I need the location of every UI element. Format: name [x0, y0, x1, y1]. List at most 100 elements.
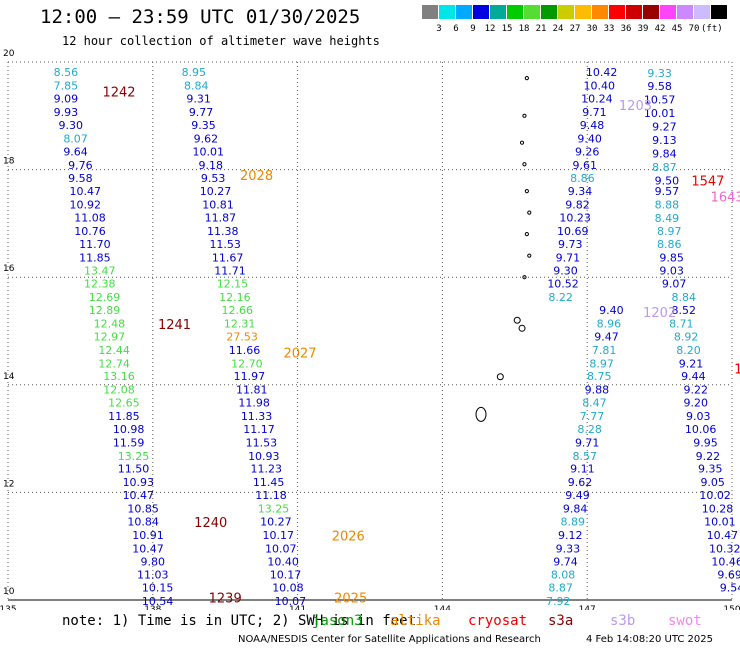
- colorbar-swatch: [439, 5, 455, 19]
- wave-height-value: 12.69: [89, 291, 121, 304]
- wave-height-value: 11.50: [118, 463, 150, 476]
- wave-height-value: 9.88: [585, 384, 610, 397]
- wave-height-value: 10.07: [265, 542, 297, 555]
- footer-note: note: 1) Time is in UTC; 2) SWH is in fe…: [62, 613, 417, 629]
- x-tick-label: 135: [0, 605, 17, 610]
- wave-height-value: 10.15: [142, 582, 174, 595]
- wave-height-value: 10.01: [193, 145, 225, 158]
- wave-height-value: 9.84: [563, 503, 588, 516]
- colorbar-label: 39: [637, 24, 649, 34]
- wave-height-value: 9.74: [553, 555, 578, 568]
- satellite-legend-item: swot: [668, 613, 702, 629]
- x-tick-label: 147: [579, 605, 596, 610]
- wave-height-value: 12.97: [94, 330, 126, 343]
- wave-height-value: 11.59: [113, 436, 145, 449]
- satellite-legend-item: s3b: [610, 613, 636, 629]
- wave-height-value: 11.67: [212, 251, 244, 264]
- colorbar-label: 15: [501, 24, 513, 34]
- wave-height-value: 10.32: [709, 542, 740, 555]
- wave-height-value: 8.95: [182, 66, 207, 79]
- satellite-legend-item: s3a: [548, 613, 574, 629]
- wave-height-value: 9.93: [54, 106, 79, 119]
- colorbar-label: 18: [518, 24, 530, 34]
- colorbar-label: 42: [654, 24, 666, 34]
- colorbar-label: 33: [603, 24, 615, 34]
- wave-height-value: 11.18: [255, 489, 287, 502]
- track-label: 1241: [158, 318, 191, 333]
- wave-height-value: 9.33: [647, 67, 672, 80]
- axis-tick-labels: 135 138 141 144 147 150 20 18 16 14 12 10: [0, 49, 740, 610]
- wave-height-value: 10.07: [275, 595, 307, 608]
- wave-height-value: 10.47: [69, 185, 101, 198]
- wave-height-value: 8.28: [577, 423, 602, 436]
- wave-height-value: 8.57: [573, 450, 598, 463]
- island-outline: [496, 373, 504, 381]
- wave-height-value: 10.27: [260, 515, 292, 528]
- track-label: 2025: [334, 591, 367, 606]
- wave-height-value: 9.09: [54, 93, 79, 106]
- colorbar-label: 70: [688, 24, 700, 34]
- wave-height-value: 8.20: [676, 344, 701, 357]
- colorbar-label: 45: [671, 24, 683, 34]
- chart-title: 12:00 – 23:59 UTC 01/30/2025: [40, 6, 361, 28]
- wave-height-value: 10.46: [711, 555, 740, 568]
- wave-height-value: 9.22: [696, 450, 721, 463]
- y-tick-label: 18: [3, 157, 15, 167]
- island-outline: [513, 316, 521, 324]
- wave-height-value: 9.48: [580, 119, 605, 132]
- island-outline: [524, 189, 529, 194]
- wave-height-value: 9.69: [717, 569, 740, 582]
- wave-height-value: 10.76: [74, 225, 106, 238]
- wave-height-value: 11.66: [229, 344, 261, 357]
- colorbar-swatch: [660, 5, 676, 19]
- y-tick-label: 20: [3, 49, 15, 59]
- wave-height-value: 12.38: [84, 278, 116, 291]
- wave-height-value: 10.85: [127, 503, 159, 516]
- wave-height-value: 10.02: [699, 489, 731, 502]
- wave-height-value: 9.35: [191, 119, 216, 132]
- colorbar-swatch: [677, 5, 693, 19]
- wave-height-value: 9.05: [700, 476, 725, 489]
- wave-height-value: 8.44: [544, 608, 569, 610]
- wave-height-value: 10.93: [248, 450, 280, 463]
- x-tick-label: 150: [723, 605, 740, 610]
- island-outline: [518, 324, 526, 332]
- colorbar-label: 27: [569, 24, 581, 34]
- wave-height-value: 10.40: [267, 555, 299, 568]
- wave-height-value: 12.89: [89, 304, 121, 317]
- wave-height-value: 10.27: [200, 185, 232, 198]
- wave-height-value: 12.15: [217, 278, 249, 291]
- track-label: 1239: [209, 591, 242, 606]
- colorbar-swatch: [558, 5, 574, 19]
- wave-height-value: 9.76: [68, 159, 93, 172]
- wave-height-value: 8.56: [54, 66, 79, 79]
- colorbar-label: 21: [535, 24, 547, 34]
- wave-height-value: 12.16: [219, 291, 251, 304]
- wave-height-value: 10.47: [707, 529, 739, 542]
- wave-height-value: 8.96: [597, 317, 622, 330]
- wave-height-value: 10.01: [644, 107, 676, 120]
- wave-height-value: 9.34: [568, 185, 593, 198]
- wave-height-value: 8.97: [657, 225, 682, 238]
- wave-height-value: 11.23: [250, 463, 282, 476]
- track-label: 154: [734, 363, 740, 378]
- wave-height-value: 8.71: [669, 317, 694, 330]
- wave-height-value: 9.49: [565, 489, 590, 502]
- colorbar-swatch: [507, 5, 523, 19]
- wave-height-value: 9.22: [684, 384, 709, 397]
- wave-height-value: 9.84: [652, 147, 677, 160]
- wave-height-value: 9.11: [570, 463, 595, 476]
- wave-height-value: 9.62: [568, 476, 593, 489]
- wave-height-value: 11.17: [243, 423, 275, 436]
- wave-height-value: 9.27: [652, 121, 677, 134]
- chart-subtitle: 12 hour collection of altimeter wave hei…: [62, 34, 380, 48]
- x-tick-label: 141: [289, 605, 306, 610]
- wave-height-value: 11.98: [238, 397, 270, 410]
- wave-height-value: 10.23: [559, 211, 591, 224]
- wave-height-value: 11.97: [234, 370, 266, 383]
- wave-height-value: 9.54: [720, 582, 740, 595]
- wave-height-value: 9.80: [141, 555, 166, 568]
- wave-height-value: 8.89: [560, 515, 585, 528]
- track-label: 1547: [691, 174, 724, 189]
